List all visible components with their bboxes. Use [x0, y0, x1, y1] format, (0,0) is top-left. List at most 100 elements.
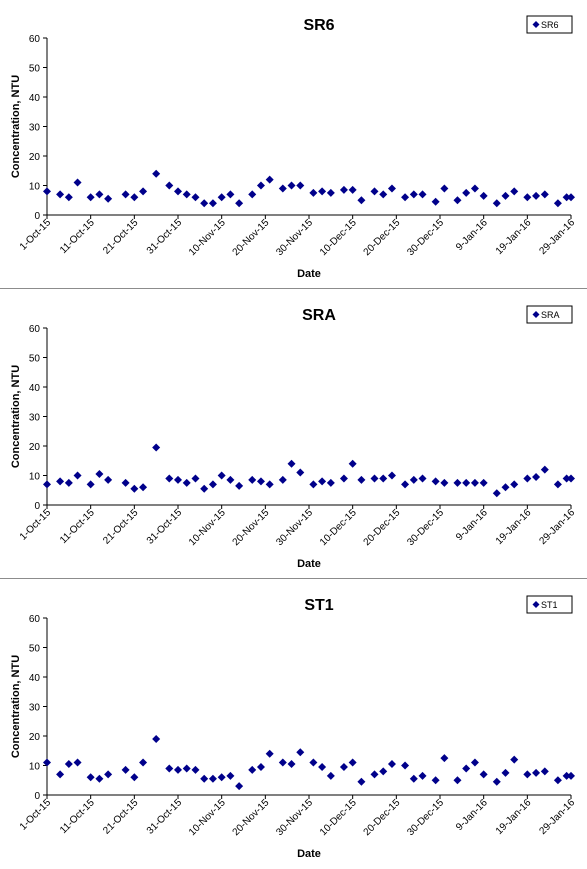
data-point — [553, 480, 562, 489]
data-point — [453, 776, 462, 785]
data-point — [387, 471, 396, 480]
data-point — [567, 474, 575, 483]
data-point — [139, 187, 148, 196]
y-tick-label: 60 — [29, 324, 41, 335]
x-tick-label: 31-Oct-15 — [145, 217, 185, 257]
x-tick-label: 20-Nov-15 — [231, 507, 272, 548]
data-point — [152, 734, 161, 743]
data-point — [121, 765, 130, 774]
y-tick-label: 50 — [29, 644, 41, 655]
data-point — [235, 782, 244, 791]
x-tick-label: 21-Oct-15 — [101, 217, 141, 257]
data-point — [226, 475, 235, 484]
y-tick-label: 30 — [29, 413, 41, 424]
data-point — [86, 773, 95, 782]
data-point — [418, 190, 427, 199]
data-point — [470, 184, 479, 193]
x-tick-label: 9-Jan-16 — [454, 797, 490, 833]
x-tick-label: 30-Dec-15 — [405, 797, 446, 838]
data-point — [401, 193, 410, 202]
data-point — [523, 474, 532, 483]
data-point — [318, 187, 327, 196]
data-point — [200, 484, 209, 493]
data-point — [73, 758, 82, 767]
data-point — [217, 773, 226, 782]
x-tick-label: 29-Jan-16 — [538, 217, 578, 257]
data-point — [418, 771, 427, 780]
data-point — [318, 762, 327, 771]
y-tick-label: 30 — [29, 703, 41, 714]
data-point — [95, 190, 104, 199]
data-point — [174, 475, 182, 484]
data-point — [479, 191, 488, 200]
data-point — [309, 188, 318, 197]
y-tick-label: 30 — [29, 123, 41, 134]
y-axis-title: Concentration, NTU — [10, 655, 22, 758]
x-tick-label: 10-Nov-15 — [187, 507, 228, 548]
data-point — [510, 480, 519, 489]
x-tick-label: 20-Nov-15 — [231, 217, 272, 258]
x-tick-label: 10-Nov-15 — [187, 797, 228, 838]
y-tick-label: 10 — [29, 182, 41, 193]
data-point — [152, 443, 161, 452]
data-point — [453, 478, 462, 487]
y-tick-label: 0 — [34, 791, 40, 802]
data-point — [121, 478, 130, 487]
data-point — [562, 193, 571, 202]
data-point — [401, 761, 410, 770]
data-point — [479, 478, 488, 487]
y-tick-label: 40 — [29, 673, 41, 684]
data-point — [208, 480, 217, 489]
data-point — [387, 184, 396, 193]
data-point — [64, 193, 73, 202]
data-point — [492, 199, 501, 208]
data-point — [553, 776, 562, 785]
legend: ST1 — [526, 595, 573, 614]
data-point — [248, 475, 257, 484]
chart-panel-sr6: SR6 0 10 20 30 40 50 60 1-Oct-15 11-Oct-15 21-Oct-… — [0, 0, 587, 286]
data-point — [492, 777, 501, 786]
data-point — [182, 764, 191, 773]
data-point — [130, 773, 139, 782]
data-point — [200, 774, 209, 783]
data-point — [440, 478, 449, 487]
data-point — [379, 767, 388, 776]
x-tick-label: 20-Nov-15 — [231, 797, 272, 838]
y-tick-label: 10 — [29, 762, 41, 773]
data-point — [165, 764, 174, 773]
data-point — [56, 190, 65, 199]
data-point — [174, 765, 182, 774]
data-point — [235, 199, 244, 208]
data-point — [287, 181, 296, 190]
data-point — [387, 760, 396, 769]
x-tick-label: 30-Dec-15 — [405, 507, 446, 548]
y-tick-label: 20 — [29, 732, 41, 743]
panel-divider — [0, 578, 587, 579]
chart-panel-sra: SRA 0 10 20 30 40 50 60 1-Oct-15 11-Oct-15 21-Oct-… — [0, 290, 587, 577]
data-point — [540, 465, 549, 474]
chart-svg: SR6 0 10 20 30 40 50 60 1-Oct-15 11-Oct-15 21-Oct-… — [10, 15, 578, 280]
data-point — [370, 770, 379, 779]
chart-svg: ST1 0 10 20 30 40 50 60 1-Oct-15 11-Oct-15 21-Oct-… — [10, 595, 577, 860]
data-point — [104, 194, 113, 203]
y-tick-label: 10 — [29, 472, 41, 483]
data-point — [121, 190, 130, 199]
y-tick-label: 0 — [34, 501, 40, 512]
x-tick-label: 21-Oct-15 — [101, 797, 141, 837]
data-point — [326, 771, 335, 780]
data-point — [501, 191, 510, 200]
data-point — [326, 478, 335, 487]
legend: SRA — [526, 305, 573, 324]
data-point — [256, 762, 265, 771]
y-tick-label: 50 — [29, 64, 41, 75]
y-tick-label: 20 — [29, 152, 41, 163]
data-point — [265, 175, 274, 184]
x-tick-label: 11-Oct-15 — [58, 217, 97, 256]
chart-title: ST1 — [304, 597, 333, 614]
data-point — [409, 190, 418, 199]
data-point — [86, 480, 95, 489]
x-tick-label: 20-Dec-15 — [362, 217, 403, 258]
data-point — [43, 758, 51, 767]
data-point — [567, 193, 575, 202]
legend: SR6 — [526, 15, 573, 34]
